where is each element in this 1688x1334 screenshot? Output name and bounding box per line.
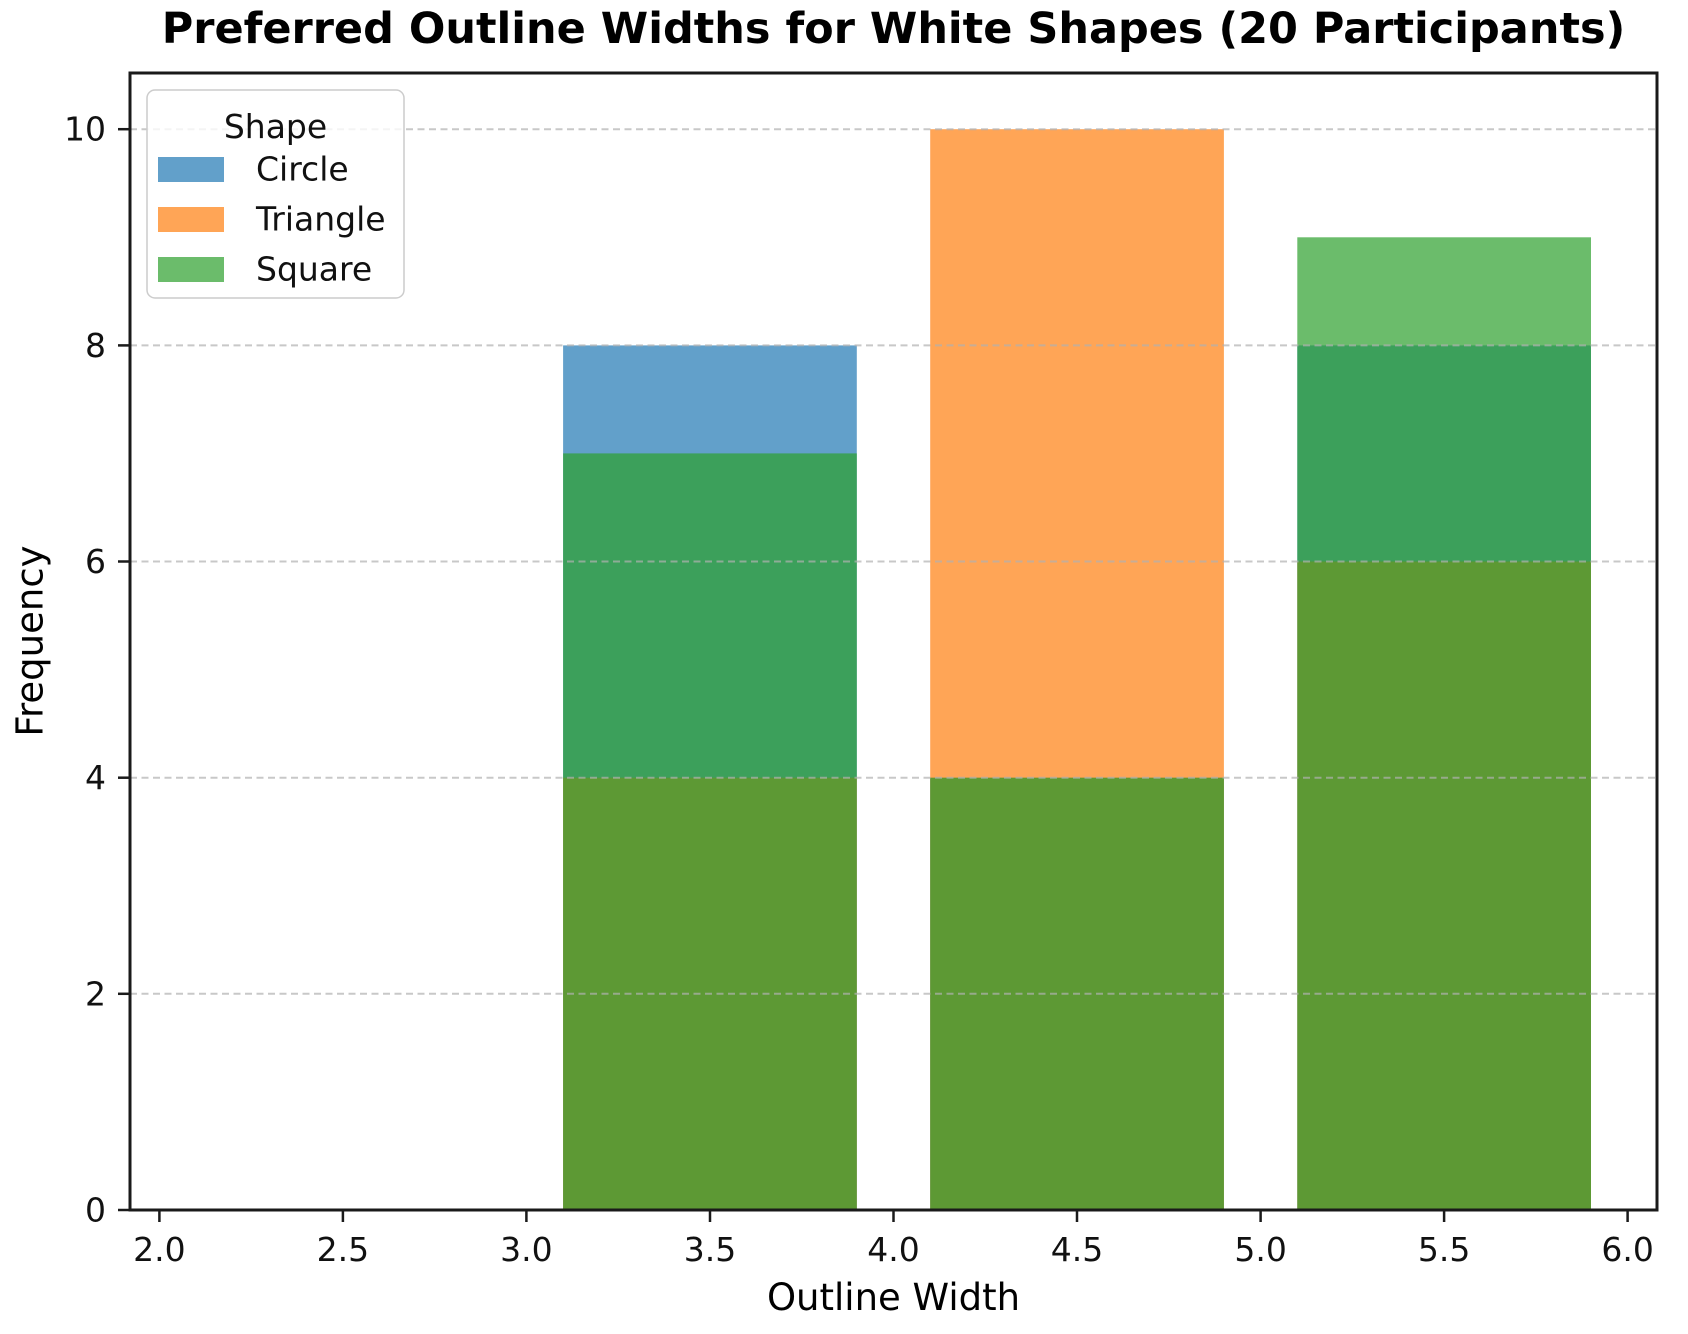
y-axis-label: Frequency	[8, 545, 52, 737]
x-tick-label-2.5: 2.5	[317, 1230, 369, 1269]
y-tick-label-0: 0	[85, 1191, 106, 1230]
y-tick-label-6: 6	[85, 542, 106, 581]
legend-label-triangle: Triangle	[255, 200, 386, 239]
y-ticks	[118, 127, 130, 1212]
legend: Circle Triangle Square	[146, 89, 405, 299]
x-tick-label-5.5: 5.5	[1418, 1230, 1470, 1269]
x-tick-label-5.0: 5.0	[1234, 1230, 1286, 1269]
y-tick-label-10: 10	[64, 110, 106, 149]
legend-box	[146, 89, 405, 299]
y-tick-label-4: 4	[85, 758, 106, 797]
legend-swatch-triangle	[158, 207, 224, 232]
x-tick-label-4.5: 4.5	[1051, 1230, 1103, 1269]
x-tick-label-6.0: 6.0	[1601, 1230, 1653, 1269]
x-tick-label-4.0: 4.0	[867, 1230, 919, 1269]
x-tick-label-2.0: 2.0	[133, 1230, 185, 1269]
x-axis-label: Outline Width	[766, 1276, 1021, 1319]
legend-swatch-square	[158, 257, 224, 282]
bar-square-bin0	[563, 453, 857, 1210]
x-ticks	[158, 1210, 1629, 1222]
legend-title: Shape	[224, 107, 327, 146]
x-tick-label-3.0: 3.0	[500, 1230, 552, 1269]
y-tick-label-2: 2	[85, 974, 106, 1013]
x-tick-label-3.5: 3.5	[684, 1230, 736, 1269]
bar-square-bin2	[1297, 237, 1591, 1211]
chart-title: Preferred Outline Widths for White Shape…	[161, 4, 1626, 54]
legend-label-circle: Circle	[256, 150, 349, 189]
legend-swatch-circle	[158, 157, 224, 182]
series-square	[563, 237, 1591, 1211]
y-tick-label-8: 8	[85, 326, 106, 365]
legend-label-square: Square	[256, 250, 372, 289]
